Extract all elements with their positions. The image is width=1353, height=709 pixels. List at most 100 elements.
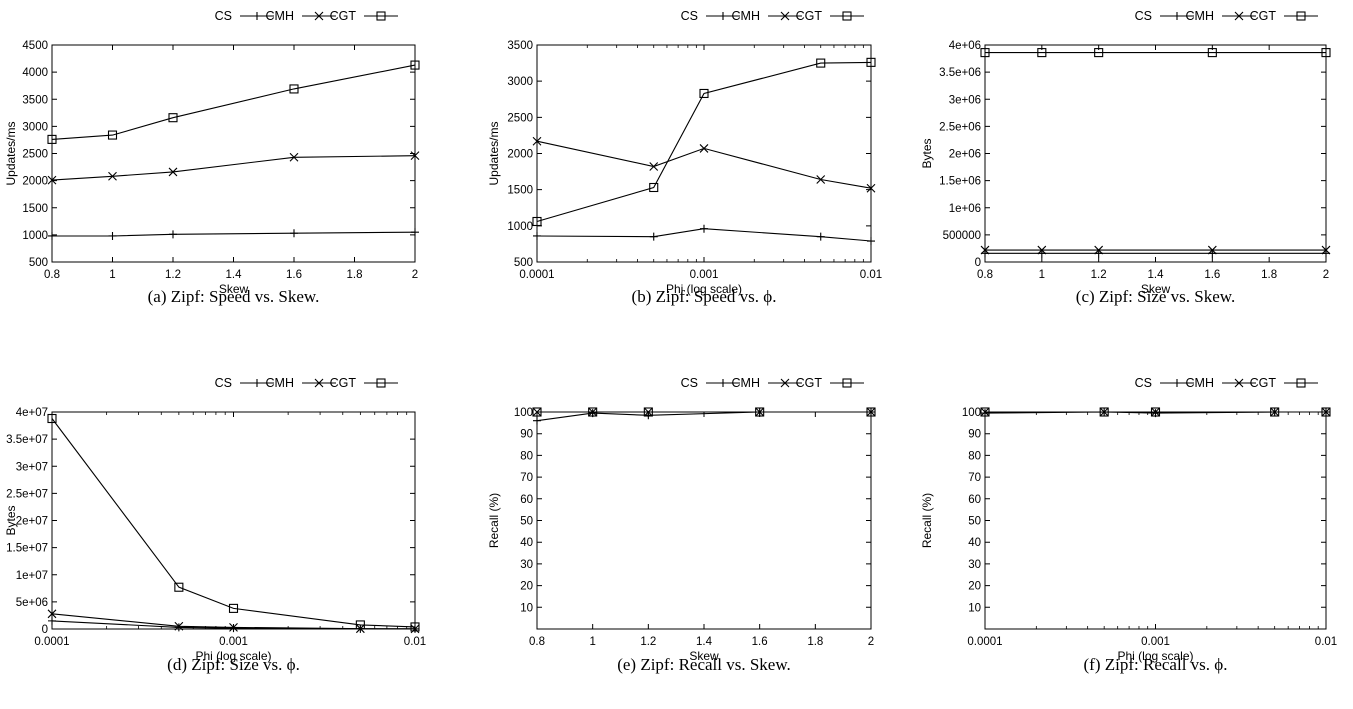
data-point bbox=[1094, 48, 1104, 58]
y-tick-label: 50 bbox=[520, 516, 533, 528]
x-axis-label: Skew bbox=[689, 649, 719, 663]
data-point bbox=[866, 183, 876, 193]
y-tick-label: 0 bbox=[42, 624, 48, 636]
y-tick-label: 4500 bbox=[22, 40, 48, 52]
y-tick-label: 4e+07 bbox=[16, 407, 48, 419]
legend-marker bbox=[842, 11, 852, 21]
data-point bbox=[48, 616, 56, 625]
data-point bbox=[47, 609, 57, 619]
data-point bbox=[1037, 48, 1047, 58]
data-point bbox=[816, 58, 826, 68]
series-line bbox=[536, 61, 872, 223]
data-point bbox=[47, 413, 57, 424]
legend-marker bbox=[1234, 378, 1244, 388]
data-point bbox=[174, 621, 184, 631]
data-point bbox=[866, 407, 876, 417]
data-point bbox=[229, 624, 238, 633]
data-point bbox=[108, 171, 117, 181]
legend-label: CMH bbox=[732, 376, 760, 390]
chart-b: 500 1000 1500 2000 2500 3000 3500 0.0001 0.001 0.… bbox=[487, 9, 882, 306]
legend-marker bbox=[1234, 11, 1244, 21]
x-axis-label: Phi (log scale) bbox=[1117, 649, 1193, 663]
data-point bbox=[47, 134, 57, 144]
data-point bbox=[1321, 245, 1331, 255]
x-tick-label: 0.01 bbox=[1315, 636, 1337, 648]
x-tick-label: 1 bbox=[589, 636, 595, 648]
y-tick-label: 3500 bbox=[22, 94, 48, 106]
x-tick-label: 1.4 bbox=[1148, 269, 1165, 281]
y-tick-label: 500 bbox=[29, 257, 48, 269]
data-point bbox=[1270, 407, 1280, 417]
x-tick-label: 1 bbox=[1039, 269, 1045, 281]
y-tick-label: 500000 bbox=[943, 230, 981, 242]
x-tick-label: 1.4 bbox=[696, 636, 713, 648]
x-axis-label: Phi (log scale) bbox=[195, 649, 271, 663]
y-tick-label: 2500 bbox=[22, 149, 48, 161]
legend-label: CS bbox=[1135, 9, 1152, 23]
y-tick-label: 60 bbox=[520, 494, 533, 506]
data-point bbox=[980, 48, 990, 58]
data-point bbox=[229, 622, 238, 632]
data-point bbox=[699, 144, 709, 153]
y-tick-label: 60 bbox=[968, 494, 981, 506]
legend-label: CS bbox=[1135, 376, 1152, 390]
legend-label: CMH bbox=[266, 376, 294, 390]
y-tick-label: 1.5e+07 bbox=[6, 543, 48, 555]
legend-marker bbox=[376, 11, 386, 21]
x-tick-label: 1.4 bbox=[226, 269, 243, 281]
y-tick-label: 500 bbox=[514, 257, 533, 269]
legend-label: CGT bbox=[796, 376, 823, 390]
y-tick-label: 90 bbox=[968, 429, 981, 441]
legend-marker bbox=[314, 11, 324, 21]
data-point bbox=[533, 416, 541, 425]
y-tick-label: 1.5e+06 bbox=[939, 176, 981, 188]
series-cmh bbox=[532, 136, 876, 193]
legend-marker bbox=[1173, 379, 1181, 387]
legend-marker bbox=[780, 378, 790, 388]
y-tick-label: 2e+06 bbox=[949, 149, 981, 161]
y-tick-label: 80 bbox=[520, 450, 533, 462]
data-point bbox=[1321, 407, 1331, 417]
data-point bbox=[410, 622, 420, 632]
x-tick-label: 0.001 bbox=[219, 636, 248, 648]
x-tick-label: 0.8 bbox=[44, 269, 60, 281]
y-tick-label: 3000 bbox=[507, 76, 533, 88]
series-cgt bbox=[980, 407, 1331, 417]
legend-marker bbox=[1296, 11, 1306, 21]
y-tick-label: 20 bbox=[968, 581, 981, 593]
y-tick-label: 40 bbox=[968, 537, 981, 549]
data-point bbox=[699, 88, 709, 99]
x-tick-label: 1.8 bbox=[347, 269, 363, 281]
y-tick-label: 2000 bbox=[507, 149, 533, 161]
y-tick-label: 4e+06 bbox=[949, 40, 981, 52]
y-tick-label: 5e+06 bbox=[16, 597, 48, 609]
data-point bbox=[532, 216, 542, 227]
y-axis-label: Updates/ms bbox=[487, 121, 501, 185]
x-tick-label: 0.001 bbox=[1141, 636, 1170, 648]
plot-frame bbox=[984, 44, 1327, 263]
y-tick-label: 40 bbox=[520, 537, 533, 549]
x-tick-label: 1 bbox=[109, 269, 115, 281]
x-tick-label: 0.8 bbox=[529, 636, 545, 648]
legend: CS CMH CGT bbox=[1135, 376, 1318, 390]
y-tick-label: 3000 bbox=[22, 121, 48, 133]
series-cmh bbox=[47, 151, 420, 185]
data-point bbox=[1207, 245, 1217, 255]
data-point bbox=[643, 407, 653, 417]
x-tick-label: 0.8 bbox=[977, 269, 993, 281]
y-tick-label: 10 bbox=[968, 602, 981, 614]
data-point bbox=[411, 228, 419, 237]
y-tick-label: 1000 bbox=[507, 221, 533, 233]
series-line bbox=[52, 231, 416, 237]
y-tick-label: 90 bbox=[520, 429, 533, 441]
data-point bbox=[1037, 245, 1047, 255]
data-point bbox=[1099, 407, 1109, 417]
data-point bbox=[169, 230, 177, 239]
data-point bbox=[866, 57, 876, 67]
chart-f: 10 20 30 40 50 60 70 80 90 100 0.0001 0.001 0.01 Phi … bbox=[920, 376, 1337, 674]
caption: (a) Zipf: Speed vs. Skew. bbox=[148, 287, 320, 306]
y-tick-label: 100 bbox=[962, 407, 981, 419]
caption: (e) Zipf: Recall vs. Skew. bbox=[617, 655, 791, 674]
legend-marker bbox=[719, 379, 727, 387]
legend-marker bbox=[1296, 378, 1306, 388]
